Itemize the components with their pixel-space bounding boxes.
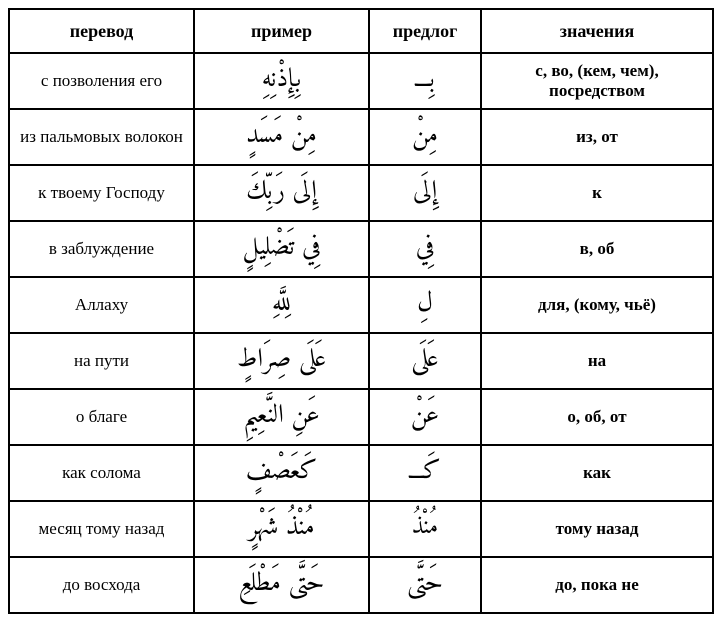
table-row: на пути عَلَى صِرَاطٍ عَلَى на	[9, 333, 713, 389]
cell-translation: как солома	[9, 445, 194, 501]
cell-example: فِي تَضْلِيلٍ	[194, 221, 369, 277]
cell-preposition: فِي	[369, 221, 481, 277]
cell-example: إِلَى رَبِّكَ	[194, 165, 369, 221]
cell-example: عَنِ النَّعِيمِ	[194, 389, 369, 445]
cell-translation: из пальмовых волокон	[9, 109, 194, 165]
table-row: Аллаху لِلَّهِ لِ для, (кому, чьё)	[9, 277, 713, 333]
cell-example: كَعَصْفٍ	[194, 445, 369, 501]
table-row: в заблуждение فِي تَضْلِيلٍ فِي в, об	[9, 221, 713, 277]
cell-meaning: в, об	[481, 221, 713, 277]
col-header-meaning: значения	[481, 9, 713, 53]
cell-translation: к твоему Господу	[9, 165, 194, 221]
table-row: до восхода حَتَّى مَطْلَعِ حَتَّى до, по…	[9, 557, 713, 613]
cell-meaning: из, от	[481, 109, 713, 165]
table-header-row: перевод пример предлог значения	[9, 9, 713, 53]
cell-preposition: حَتَّى	[369, 557, 481, 613]
cell-meaning: с, во, (кем, чем), посредством	[481, 53, 713, 109]
col-header-preposition: предлог	[369, 9, 481, 53]
cell-meaning: к	[481, 165, 713, 221]
cell-translation: до восхода	[9, 557, 194, 613]
cell-preposition: عَلَى	[369, 333, 481, 389]
cell-meaning: о, об, от	[481, 389, 713, 445]
cell-translation: о благе	[9, 389, 194, 445]
table-row: с позволения его بِإِذْنِهِ بِـــ с, во,…	[9, 53, 713, 109]
prepositions-table: перевод пример предлог значения с позвол…	[8, 8, 714, 614]
cell-translation: на пути	[9, 333, 194, 389]
cell-preposition: مُنْذُ	[369, 501, 481, 557]
col-header-translation: перевод	[9, 9, 194, 53]
table-row: из пальмовых волокон مِنْ مَسَدٍ مِنْ из…	[9, 109, 713, 165]
cell-translation: месяц тому назад	[9, 501, 194, 557]
cell-meaning: тому назад	[481, 501, 713, 557]
cell-preposition: مِنْ	[369, 109, 481, 165]
cell-preposition: لِ	[369, 277, 481, 333]
cell-translation: Аллаху	[9, 277, 194, 333]
cell-meaning: до, пока не	[481, 557, 713, 613]
cell-preposition: كَـــ	[369, 445, 481, 501]
table-row: к твоему Господу إِلَى رَبِّكَ إِلَى к	[9, 165, 713, 221]
cell-example: مُنْذُ شَهْرٍ	[194, 501, 369, 557]
cell-example: بِإِذْنِهِ	[194, 53, 369, 109]
cell-preposition: إِلَى	[369, 165, 481, 221]
cell-preposition: بِـــ	[369, 53, 481, 109]
cell-example: حَتَّى مَطْلَعِ	[194, 557, 369, 613]
cell-example: مِنْ مَسَدٍ	[194, 109, 369, 165]
cell-example: عَلَى صِرَاطٍ	[194, 333, 369, 389]
cell-meaning: как	[481, 445, 713, 501]
cell-meaning: на	[481, 333, 713, 389]
table-row: месяц тому назад مُنْذُ شَهْرٍ مُنْذُ то…	[9, 501, 713, 557]
table-row: о благе عَنِ النَّعِيمِ عَنْ о, об, от	[9, 389, 713, 445]
cell-translation: в заблуждение	[9, 221, 194, 277]
cell-translation: с позволения его	[9, 53, 194, 109]
col-header-example: пример	[194, 9, 369, 53]
cell-example: لِلَّهِ	[194, 277, 369, 333]
table-row: как солома كَعَصْفٍ كَـــ как	[9, 445, 713, 501]
cell-meaning: для, (кому, чьё)	[481, 277, 713, 333]
cell-preposition: عَنْ	[369, 389, 481, 445]
